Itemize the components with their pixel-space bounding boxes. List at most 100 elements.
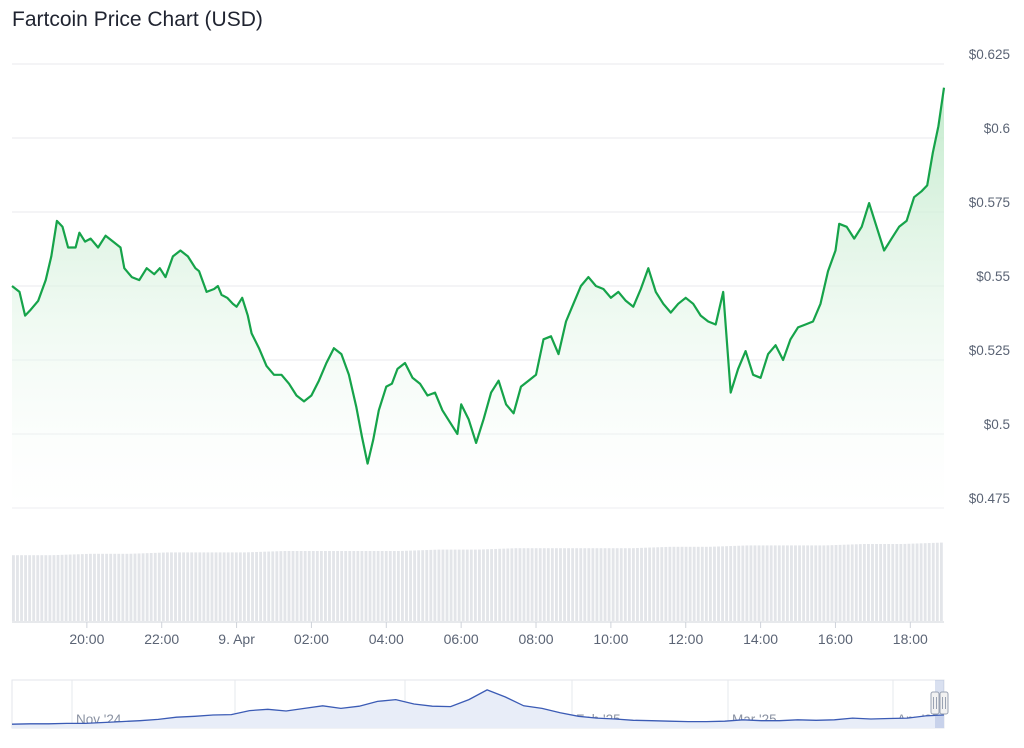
volume-bar: [935, 542, 939, 621]
x-tick-label: 18:00: [893, 631, 928, 647]
volume-bar: [465, 549, 469, 621]
volume-bar: [303, 551, 307, 621]
navigator-line: [11, 689, 945, 725]
y-tick-label: $0.6: [984, 121, 1010, 136]
navigator[interactable]: Nov '24Dec '24Jan '25Feb '25Mar '25Apr '…: [11, 679, 949, 729]
volume-bar: [105, 553, 109, 621]
volume-bar: [336, 551, 340, 621]
price-line[interactable]: [11, 87, 946, 465]
volume-bar: [60, 554, 64, 621]
volume-bar: [267, 551, 271, 621]
volume-bar: [587, 548, 591, 621]
volume-bar: [846, 544, 850, 621]
volume-bar: [486, 549, 489, 621]
volume-bar: [781, 545, 785, 621]
volume-bar: [44, 555, 48, 621]
volume-bar: [210, 552, 214, 621]
volume-bar: [328, 551, 331, 621]
volume-bar: [850, 544, 854, 621]
x-tick-label: 12:00: [668, 631, 703, 647]
volume-bar: [631, 548, 635, 621]
volume-bar: [275, 551, 279, 621]
volume-bar: [230, 552, 234, 621]
volume-bar: [251, 552, 254, 621]
volume-bar: [538, 548, 542, 621]
volume-bar: [307, 551, 311, 621]
navigator-handle[interactable]: [930, 691, 940, 715]
volume-bar: [28, 555, 32, 621]
x-tick-label: 02:00: [294, 631, 329, 647]
volume-bar: [64, 554, 68, 621]
volume-bar: [259, 551, 263, 621]
navigator-handle[interactable]: [939, 691, 949, 715]
volume-bar: [263, 551, 267, 621]
volume-bar: [830, 545, 834, 621]
volume-bar: [563, 548, 566, 621]
volume-bar: [344, 551, 348, 621]
volume-bar: [656, 547, 660, 621]
volume-bar: [834, 545, 838, 621]
volume-bar: [425, 550, 429, 621]
volume-bar: [919, 543, 923, 621]
volume-bar: [826, 545, 830, 621]
volume-bar: [895, 544, 899, 621]
volume-bar: [247, 552, 250, 621]
volume-bar: [125, 553, 129, 621]
price-line-group[interactable]: [11, 87, 946, 465]
volume-bar: [567, 548, 570, 621]
volume-bar: [340, 551, 344, 621]
volume-bar: [255, 551, 258, 621]
x-tick-label: 9. Apr: [218, 631, 255, 647]
volume-bar: [279, 551, 283, 621]
volume-bar: [36, 555, 40, 621]
volume-bar: [56, 554, 60, 621]
volume-bar: [530, 548, 534, 621]
volume-bar: [765, 545, 769, 621]
volume-bar: [437, 549, 441, 621]
volume-bar: [40, 555, 44, 621]
volume-bar: [417, 550, 421, 621]
volume-bar: [741, 545, 745, 621]
volume-bar: [80, 554, 84, 621]
volume-bar: [174, 552, 177, 621]
volume-bar: [494, 548, 498, 621]
volume-bar: [668, 546, 672, 621]
volume-bar: [88, 553, 92, 621]
volume-bar: [664, 546, 668, 621]
volume-bar: [753, 545, 757, 621]
volume-bar: [348, 551, 352, 621]
volume-bar: [319, 551, 323, 621]
volume-bar: [611, 548, 615, 621]
volume-bar: [182, 552, 186, 621]
volume-bar: [761, 545, 765, 621]
volume-bar: [356, 551, 360, 621]
volume-bar: [640, 547, 643, 621]
volume-bar: [554, 548, 558, 621]
volume-bar: [542, 548, 546, 621]
price-area: [12, 87, 944, 510]
volume-bar: [939, 542, 943, 621]
volume-bar: [875, 544, 878, 621]
volume-bar: [384, 551, 388, 621]
volume-bar: [449, 549, 453, 621]
volume-bar: [206, 552, 210, 621]
volume-bar: [473, 549, 477, 621]
volume-bar: [526, 548, 530, 621]
volume-bar: [469, 549, 473, 621]
volume-bars: [12, 542, 944, 623]
volume-bar: [24, 555, 28, 621]
volume-bar: [692, 546, 696, 621]
volume-bar: [583, 548, 587, 621]
volume-bar: [218, 552, 222, 621]
volume-bar: [713, 546, 716, 621]
volume-bar: [708, 546, 712, 621]
volume-bar: [615, 548, 619, 621]
volume-bar: [194, 552, 198, 621]
volume-bar: [93, 553, 96, 621]
volume-bar: [457, 549, 461, 621]
volume-bar: [769, 545, 773, 621]
volume-bar: [927, 543, 931, 621]
volume-bar: [137, 553, 141, 621]
